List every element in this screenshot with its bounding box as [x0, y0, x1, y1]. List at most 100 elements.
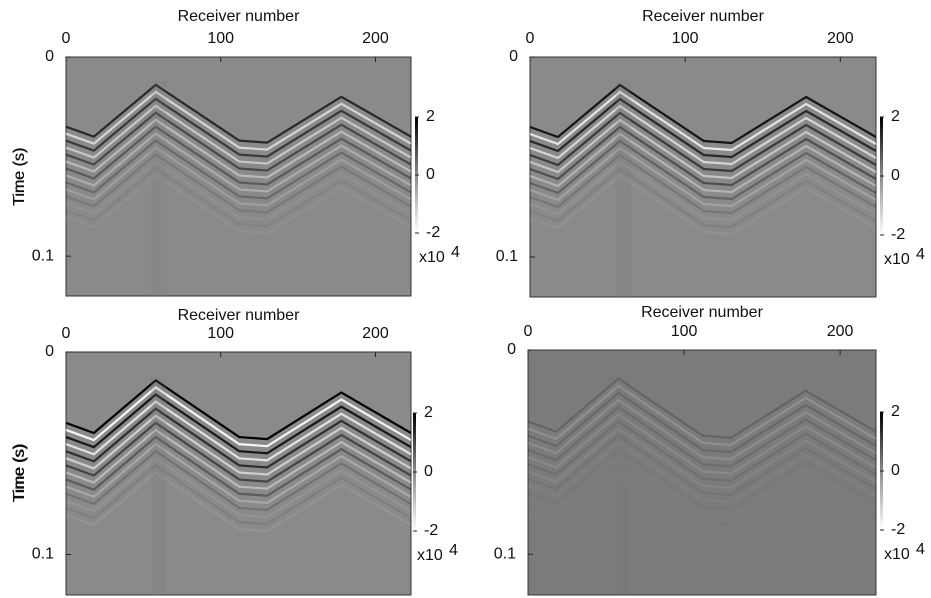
event [66, 153, 411, 214]
event [530, 97, 876, 159]
event [66, 160, 411, 221]
event [66, 167, 411, 228]
y-tick-label: 0 [45, 48, 54, 65]
event [66, 464, 411, 526]
event [66, 90, 411, 151]
event [528, 441, 876, 504]
event [530, 118, 876, 180]
y-tick-label: 0.1 [32, 247, 54, 264]
event [528, 384, 876, 447]
x-axis-title: Receiver number [642, 8, 765, 25]
colorbar-multiplier: x10 [419, 249, 445, 266]
event [66, 393, 411, 455]
event [66, 125, 411, 186]
event [66, 442, 411, 504]
colorbar-multiplier: x10 [884, 251, 910, 268]
y-axis-title: Time (s) [11, 443, 28, 501]
apex-noise [615, 81, 631, 297]
event [530, 111, 876, 173]
image-area [527, 349, 877, 596]
event [66, 139, 411, 200]
event [530, 83, 876, 145]
x-tick-label: 200 [362, 30, 389, 47]
apex-noise [151, 376, 167, 595]
image-area [65, 351, 412, 596]
image-area [65, 56, 412, 297]
event [528, 412, 876, 475]
event [66, 421, 411, 483]
colorbar-tick-label: -2 [426, 224, 440, 241]
x-tick-label: 0 [62, 325, 71, 342]
event [66, 174, 411, 235]
x-tick-label: 0 [526, 30, 535, 47]
colorbar-exponent: 4 [449, 542, 458, 559]
colorbar-multiplier: x10 [417, 547, 443, 564]
event [530, 139, 876, 201]
x-tick-label: 200 [827, 30, 854, 47]
event [528, 398, 876, 461]
colorbar-exponent: 4 [916, 541, 925, 558]
event [66, 407, 411, 469]
colorbar-tick-label: 2 [891, 108, 900, 125]
event [530, 125, 876, 187]
x-tick-label: 0 [62, 30, 71, 47]
x-tick-label: 100 [671, 323, 698, 340]
x-tick-label: 200 [827, 323, 854, 340]
event [66, 449, 411, 512]
y-tick-label: 0 [507, 341, 516, 358]
event [66, 378, 411, 441]
event [528, 377, 876, 439]
y-axis-title: Time (s) [11, 148, 28, 206]
y-axis-title: Time (s) [11, 444, 28, 502]
event [66, 97, 411, 158]
colorbar-tick-label: 0 [891, 167, 900, 184]
event [66, 435, 411, 497]
event [530, 104, 876, 166]
event [530, 153, 876, 215]
x-axis-title: Receiver number [178, 8, 301, 25]
colorbar-tick-label: 2 [891, 403, 900, 420]
colorbar-tick-label: -2 [424, 522, 438, 539]
colorbar-exponent: 4 [451, 244, 460, 261]
y-tick-label: 0.1 [32, 546, 54, 563]
event [530, 146, 876, 208]
x-tick-label: 100 [207, 325, 234, 342]
apex-noise [151, 80, 167, 296]
x-axis-title: Receiver number [178, 307, 301, 324]
event [66, 118, 411, 179]
event [530, 132, 876, 194]
event [66, 471, 411, 533]
event [66, 428, 411, 490]
x-tick-label: 100 [672, 30, 699, 47]
colorbar-tick-label: 2 [426, 108, 435, 125]
event [66, 83, 411, 144]
event [528, 391, 876, 454]
wavefield [66, 80, 411, 296]
image-area [529, 56, 877, 298]
event [528, 427, 876, 489]
y-tick-label: 0.1 [494, 545, 516, 562]
x-tick-label: 100 [207, 30, 234, 47]
event [66, 146, 411, 207]
event [528, 434, 876, 497]
x-tick-label: 0 [524, 323, 533, 340]
y-axis-title: Time (s) [11, 147, 28, 205]
event [66, 414, 411, 476]
event [66, 104, 411, 165]
colorbar-multiplier: x10 [884, 546, 910, 563]
event [528, 405, 876, 468]
event [66, 386, 411, 448]
x-axis-title: Receiver number [641, 304, 764, 321]
x-tick-label: 200 [362, 325, 389, 342]
event [530, 167, 876, 229]
y-tick-label: 0 [45, 343, 54, 360]
event [530, 174, 876, 236]
apex-noise [614, 375, 630, 596]
colorbar-tick-label: 2 [424, 404, 433, 421]
colorbar-tick-label: -2 [891, 226, 905, 243]
event [66, 456, 411, 519]
y-tick-label: 0.1 [496, 248, 518, 265]
wavefield [528, 375, 876, 596]
y-tick-label: 0 [509, 48, 518, 65]
wavefield [66, 376, 411, 595]
